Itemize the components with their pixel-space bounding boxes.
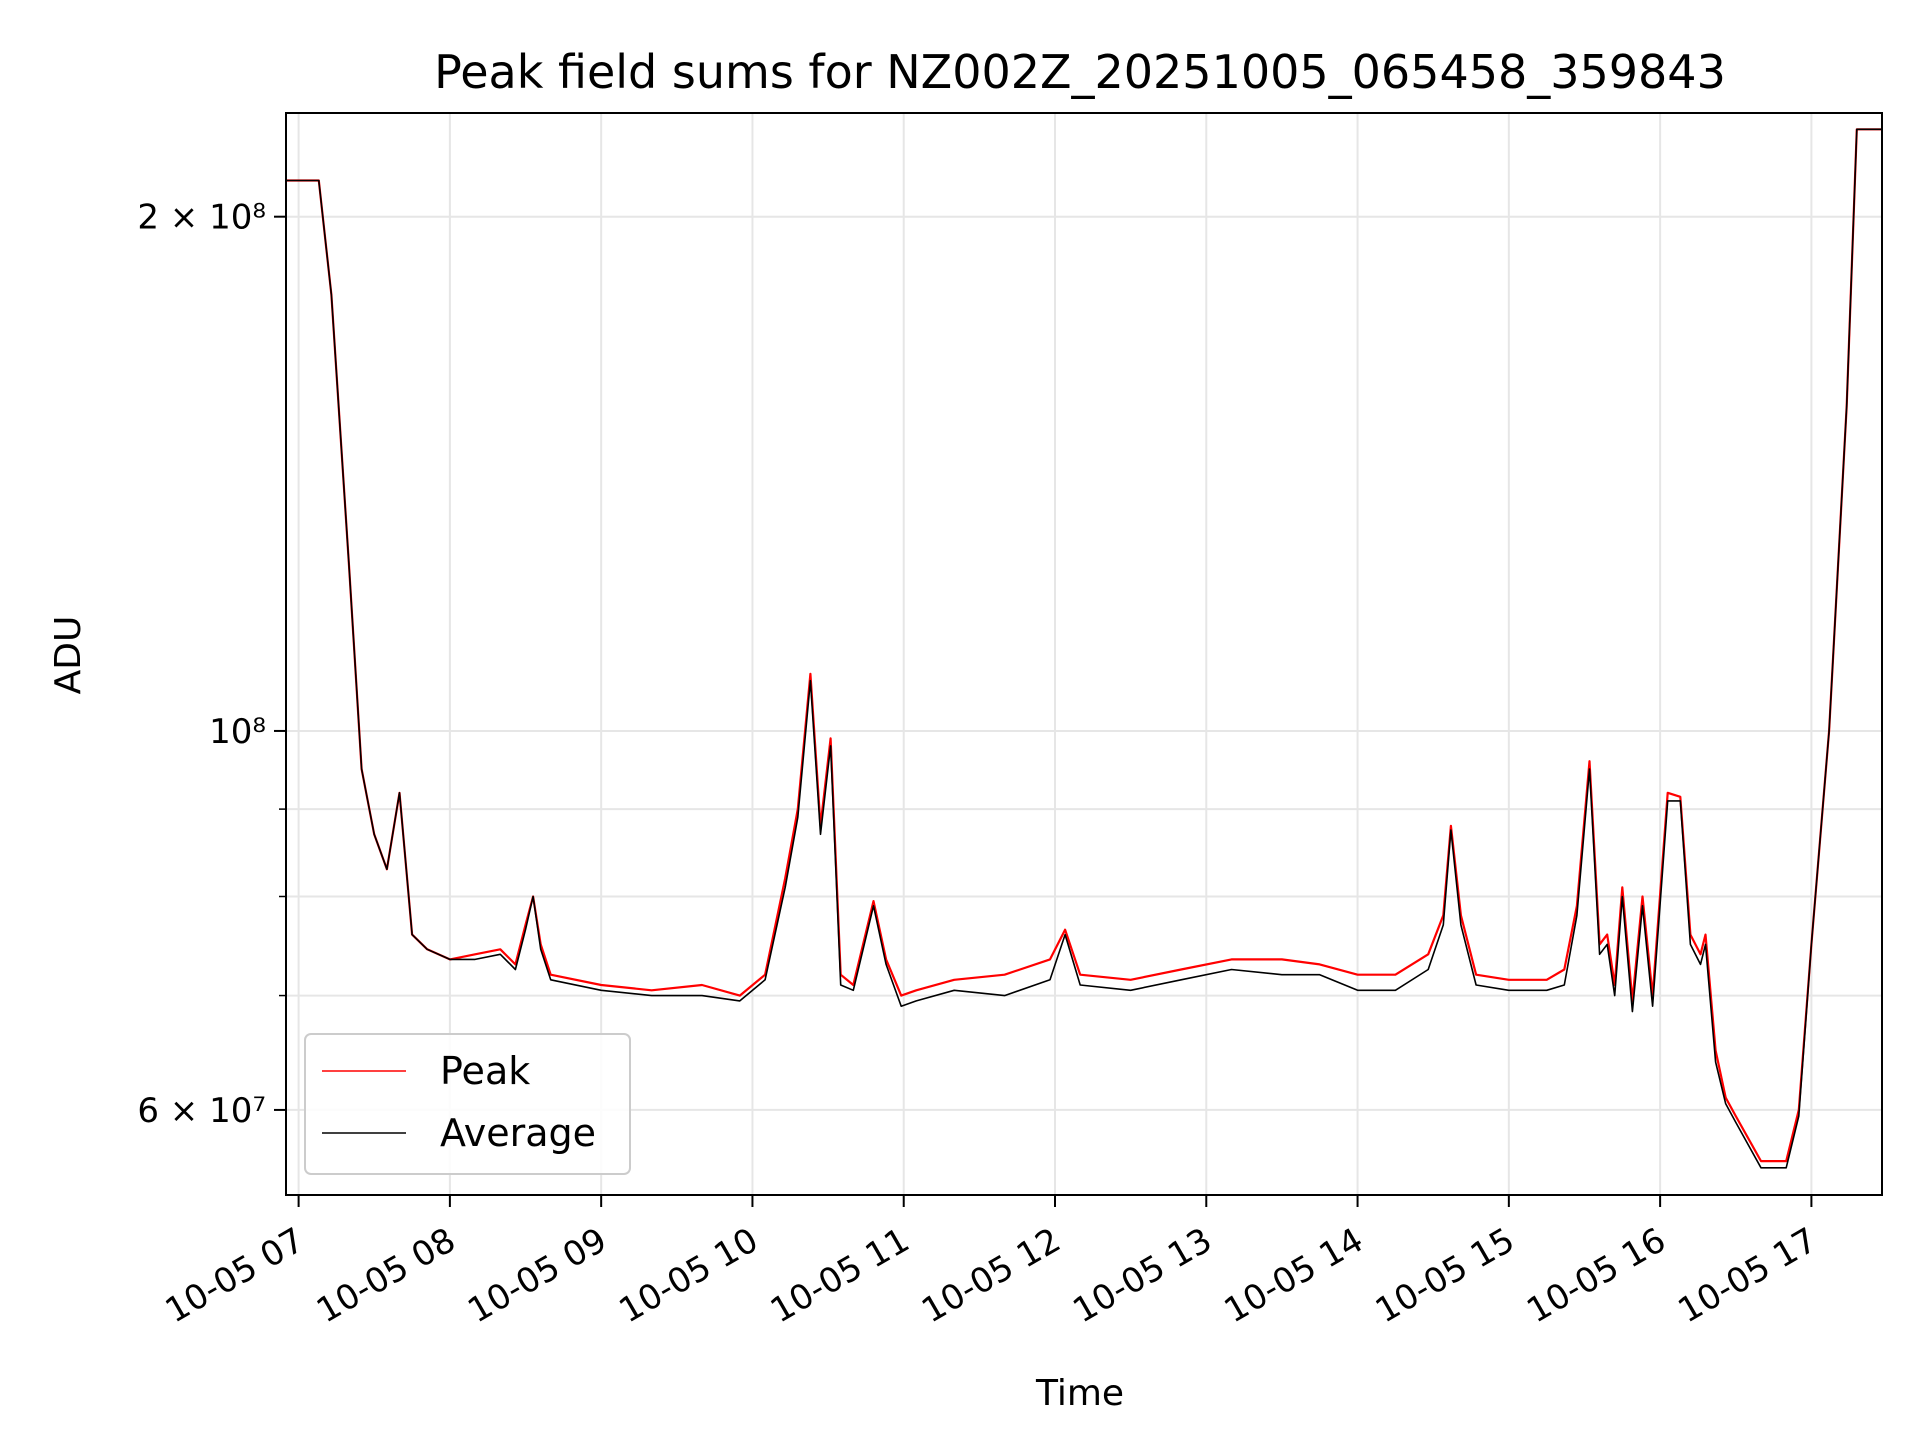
legend-box — [304, 1033, 631, 1175]
legend: Peak Average — [304, 1033, 631, 1175]
legend-label-average: Average — [440, 1111, 596, 1155]
grid — [286, 113, 1882, 1195]
y-tick-label: 2 × 10⁸ — [137, 198, 266, 238]
y-axis-ticks: 2 × 10⁸ 10⁸ 6 × 10⁷ — [137, 198, 286, 1131]
y-tick-label: 6 × 10⁷ — [137, 1091, 266, 1131]
series-line-average — [286, 128, 1882, 1169]
series-layer — [286, 128, 1882, 1169]
y-tick-label: 10⁸ — [209, 712, 266, 752]
chart-title: Peak field sums for NZ002Z_20251005_0654… — [434, 45, 1726, 99]
x-axis-label: Time — [1035, 1373, 1124, 1414]
y-axis-label: ADU — [48, 616, 89, 695]
plot-frame — [285, 112, 1883, 1196]
legend-label-peak: Peak — [440, 1049, 530, 1093]
